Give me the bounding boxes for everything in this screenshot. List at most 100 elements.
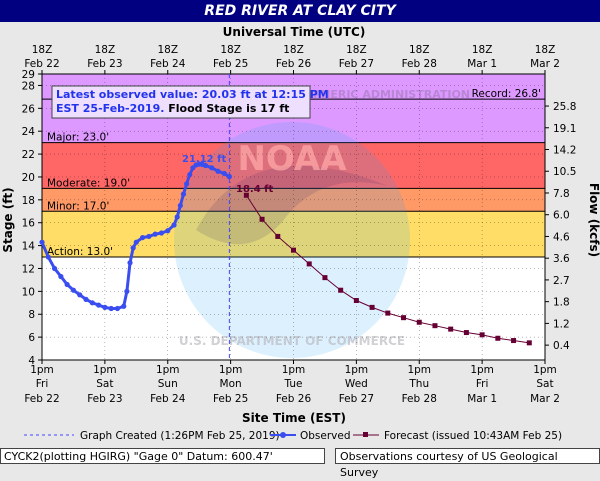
forecast-point xyxy=(511,338,517,344)
observed-point xyxy=(180,191,187,197)
forecast-point xyxy=(385,310,391,316)
bottom-tick-label-hour: 1pm xyxy=(345,364,369,376)
observed-point xyxy=(140,234,146,241)
legend-forecast-marker xyxy=(363,432,368,437)
top-tick-label-hour: 18Z xyxy=(472,44,493,56)
legend: Graph Created (1:26PM Feb 25, 2019) Obse… xyxy=(24,430,562,442)
chart-title-bar: RED RIVER AT CLAY CITY xyxy=(0,0,600,22)
right-tick-label: 6.0 xyxy=(553,210,570,222)
noaa-watermark-bottom-text: U.S. DEPARTMENT OF COMMERCE xyxy=(179,334,405,348)
top-tick-label-hour: 18Z xyxy=(283,44,304,56)
bottom-tick-label-date: Feb 28 xyxy=(402,393,437,405)
observed-point xyxy=(95,302,102,308)
top-tick-label-date: Feb 22 xyxy=(24,58,59,70)
observed-point xyxy=(89,300,95,306)
left-tick-label: 10 xyxy=(22,286,35,298)
right-tick-label: 1.8 xyxy=(553,297,570,309)
top-tick-label-date: Feb 28 xyxy=(402,58,437,70)
bottom-tick-label-hour: 1pm xyxy=(93,364,117,376)
flood-category-label-moderate: Moderate: 19.0' xyxy=(47,177,130,189)
right-tick-label: 4.6 xyxy=(553,231,570,243)
right-tick-label: 2.7 xyxy=(553,275,570,287)
observed-point xyxy=(165,228,171,234)
top-tick-label-date: Feb 23 xyxy=(87,58,122,70)
observed-point xyxy=(152,231,158,237)
observations-credit-text: Observations courtesy of US Geological S… xyxy=(335,448,600,479)
observed-point xyxy=(64,281,70,288)
bottom-tick-label-day: Tue xyxy=(284,378,303,390)
top-tick-label-hour: 18Z xyxy=(95,44,116,56)
bottom-tick-label-hour: 1pm xyxy=(533,364,557,376)
observed-point xyxy=(184,181,190,187)
observed-point xyxy=(171,222,177,228)
forecast-point xyxy=(416,319,422,325)
left-tick-label: 6 xyxy=(28,332,35,344)
top-tick-label-hour: 18Z xyxy=(409,44,430,56)
flood-category-bands xyxy=(42,74,545,360)
left-tick-label: 4 xyxy=(28,355,35,367)
observed-point xyxy=(177,202,183,209)
noaa-gull-icon xyxy=(196,165,388,245)
noaa-seal-icon xyxy=(174,122,410,358)
bottom-tick-label-day: Sat xyxy=(96,378,113,390)
bottom-tick-label-day: Thu xyxy=(408,378,429,390)
observed-point xyxy=(127,260,133,266)
forecast-point xyxy=(448,326,454,332)
observed-point xyxy=(114,305,121,312)
bottom-tick-label-date: Feb 24 xyxy=(150,393,186,405)
top-tick-label-date: Feb 26 xyxy=(276,58,312,70)
left-axis-title: Stage (ft) xyxy=(1,187,15,252)
bottom-tick-label-hour: 1pm xyxy=(282,364,306,376)
bottom-tick-label-date: Feb 25 xyxy=(213,393,248,405)
left-tick-label: 14 xyxy=(22,241,36,253)
bottom-tick-label-date: Feb 27 xyxy=(339,393,374,405)
forecast-point xyxy=(369,304,375,310)
top-tick-label-date: Feb 27 xyxy=(339,58,374,70)
observed-point xyxy=(221,170,227,177)
latest-observed-text: Latest observed value: 20.03 ft at 12:15… xyxy=(56,88,329,101)
bottom-tick-label-date: Mar 1 xyxy=(467,393,497,405)
bottom-tick-label-hour: 1pm xyxy=(219,364,243,376)
bottom-tick-label-hour: 1pm xyxy=(30,364,54,376)
forecast-point xyxy=(275,233,281,239)
observed-point xyxy=(45,254,51,260)
flood-category-labels: Record: 26.8' Major: 23.0' Moderate: 19.0'… xyxy=(47,88,541,258)
bottom-tick-label-hour: 1pm xyxy=(156,364,180,376)
observed-point xyxy=(70,287,77,293)
forecast-point xyxy=(479,332,485,338)
top-tick-label-date: Mar 1 xyxy=(467,58,497,70)
bottom-tick-label-day: Sat xyxy=(536,378,553,390)
observed-point xyxy=(77,292,83,298)
right-tick-label: 1.2 xyxy=(553,318,570,330)
bottom-tick-label-day: Fri xyxy=(36,378,49,390)
top-axis-title: Universal Time (UTC) xyxy=(223,25,366,39)
forecast-point xyxy=(401,315,407,321)
peak-label: 21.12 ft xyxy=(182,154,226,165)
bottom-tick-label-date: Mar 2 xyxy=(530,393,560,405)
legend-created-label: Graph Created (1:26PM Feb 25, 2019) xyxy=(80,430,280,442)
bottom-tick-label-hour: 1pm xyxy=(470,364,494,376)
observed-point xyxy=(209,165,215,171)
left-tick-label: 20 xyxy=(22,172,35,184)
observed-point xyxy=(146,233,152,240)
right-tick-label: 7.8 xyxy=(553,188,570,200)
observed-point xyxy=(83,296,89,302)
bottom-tick-label-hour: 1pm xyxy=(407,364,431,376)
left-tick-label: 16 xyxy=(22,218,36,230)
gage-datum-text: CYCK2(plotting HGIRG) "Gage 0" Datum: 60… xyxy=(0,448,325,464)
forecast-point xyxy=(243,192,249,198)
flood-category-label-major: Major: 23.0' xyxy=(47,132,109,144)
forecast-point xyxy=(526,340,532,346)
forecast-point xyxy=(306,261,312,267)
forecast-start-label: 18.4 ft xyxy=(236,184,274,195)
bottom-tick-label-date: Feb 23 xyxy=(87,393,122,405)
forecast-point xyxy=(353,298,359,304)
legend-observed-marker xyxy=(280,432,286,438)
hydrograph-chart: NOAA NATIONAL OCEANIC AND ATMOSPHERIC AD… xyxy=(1,25,600,442)
top-tick-label-hour: 18Z xyxy=(32,44,53,56)
bottom-tick-label-day: Wed xyxy=(345,378,368,390)
left-tick-label: 12 xyxy=(22,263,35,275)
right-tick-label: 0.4 xyxy=(553,340,570,352)
observed-point xyxy=(202,162,209,169)
observed-point xyxy=(215,168,221,174)
